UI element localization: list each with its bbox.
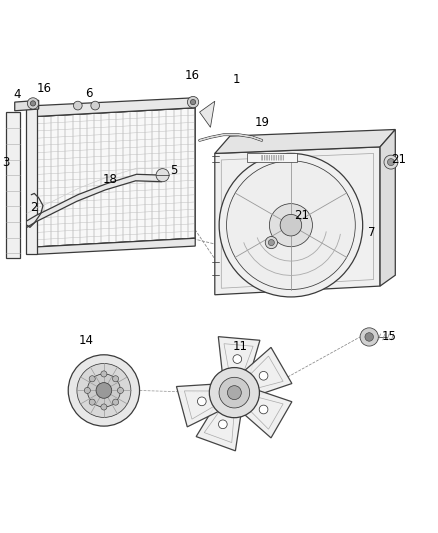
Text: 21: 21 — [391, 154, 406, 166]
Circle shape — [259, 372, 268, 380]
Circle shape — [101, 371, 107, 377]
Polygon shape — [215, 147, 380, 295]
Circle shape — [280, 214, 302, 236]
Text: 15: 15 — [381, 330, 396, 343]
Polygon shape — [241, 389, 292, 438]
Polygon shape — [241, 348, 292, 396]
Polygon shape — [177, 384, 223, 427]
Circle shape — [85, 387, 90, 393]
Circle shape — [227, 386, 241, 400]
Circle shape — [191, 100, 196, 104]
Circle shape — [87, 374, 120, 407]
Circle shape — [89, 399, 95, 405]
Circle shape — [233, 354, 242, 364]
Polygon shape — [200, 101, 215, 127]
Circle shape — [388, 159, 395, 166]
Text: 19: 19 — [254, 116, 269, 128]
Circle shape — [113, 399, 119, 405]
Circle shape — [77, 364, 131, 417]
Polygon shape — [196, 402, 241, 451]
Polygon shape — [6, 112, 21, 258]
Circle shape — [117, 387, 124, 393]
Text: 2: 2 — [31, 201, 38, 214]
Polygon shape — [15, 100, 39, 111]
Text: 14: 14 — [79, 334, 94, 347]
Circle shape — [219, 154, 363, 297]
Text: 5: 5 — [170, 164, 177, 177]
Circle shape — [187, 96, 199, 108]
Circle shape — [96, 383, 112, 398]
Text: 21: 21 — [294, 209, 309, 222]
Circle shape — [219, 377, 250, 408]
Text: 1: 1 — [233, 73, 240, 86]
Text: 11: 11 — [233, 341, 247, 353]
Circle shape — [384, 155, 398, 169]
Circle shape — [30, 101, 35, 106]
Circle shape — [91, 101, 99, 110]
Polygon shape — [25, 106, 37, 254]
Circle shape — [74, 101, 82, 110]
Circle shape — [27, 98, 39, 109]
Circle shape — [68, 355, 140, 426]
Circle shape — [269, 204, 312, 247]
Circle shape — [89, 376, 95, 382]
Polygon shape — [27, 174, 162, 228]
Text: 16: 16 — [185, 69, 200, 82]
Polygon shape — [215, 130, 395, 154]
Circle shape — [265, 237, 277, 249]
Text: ||||||||||||||: |||||||||||||| — [260, 155, 284, 160]
Circle shape — [113, 376, 119, 382]
Circle shape — [209, 368, 259, 418]
Text: 7: 7 — [367, 226, 375, 239]
Circle shape — [365, 333, 374, 341]
Text: 16: 16 — [37, 82, 52, 95]
Polygon shape — [380, 130, 395, 286]
Circle shape — [219, 420, 227, 429]
Circle shape — [156, 168, 169, 182]
Text: 6: 6 — [85, 87, 92, 100]
Text: 18: 18 — [103, 173, 118, 186]
Circle shape — [259, 405, 268, 414]
Text: 3: 3 — [2, 156, 10, 168]
Text: 4: 4 — [13, 88, 21, 101]
Circle shape — [101, 404, 107, 410]
Circle shape — [268, 239, 274, 246]
Circle shape — [226, 161, 355, 289]
Polygon shape — [36, 98, 195, 116]
Circle shape — [360, 328, 378, 346]
Polygon shape — [36, 238, 195, 254]
Polygon shape — [218, 337, 260, 378]
FancyBboxPatch shape — [247, 152, 297, 162]
Polygon shape — [36, 108, 195, 247]
Circle shape — [198, 397, 206, 406]
